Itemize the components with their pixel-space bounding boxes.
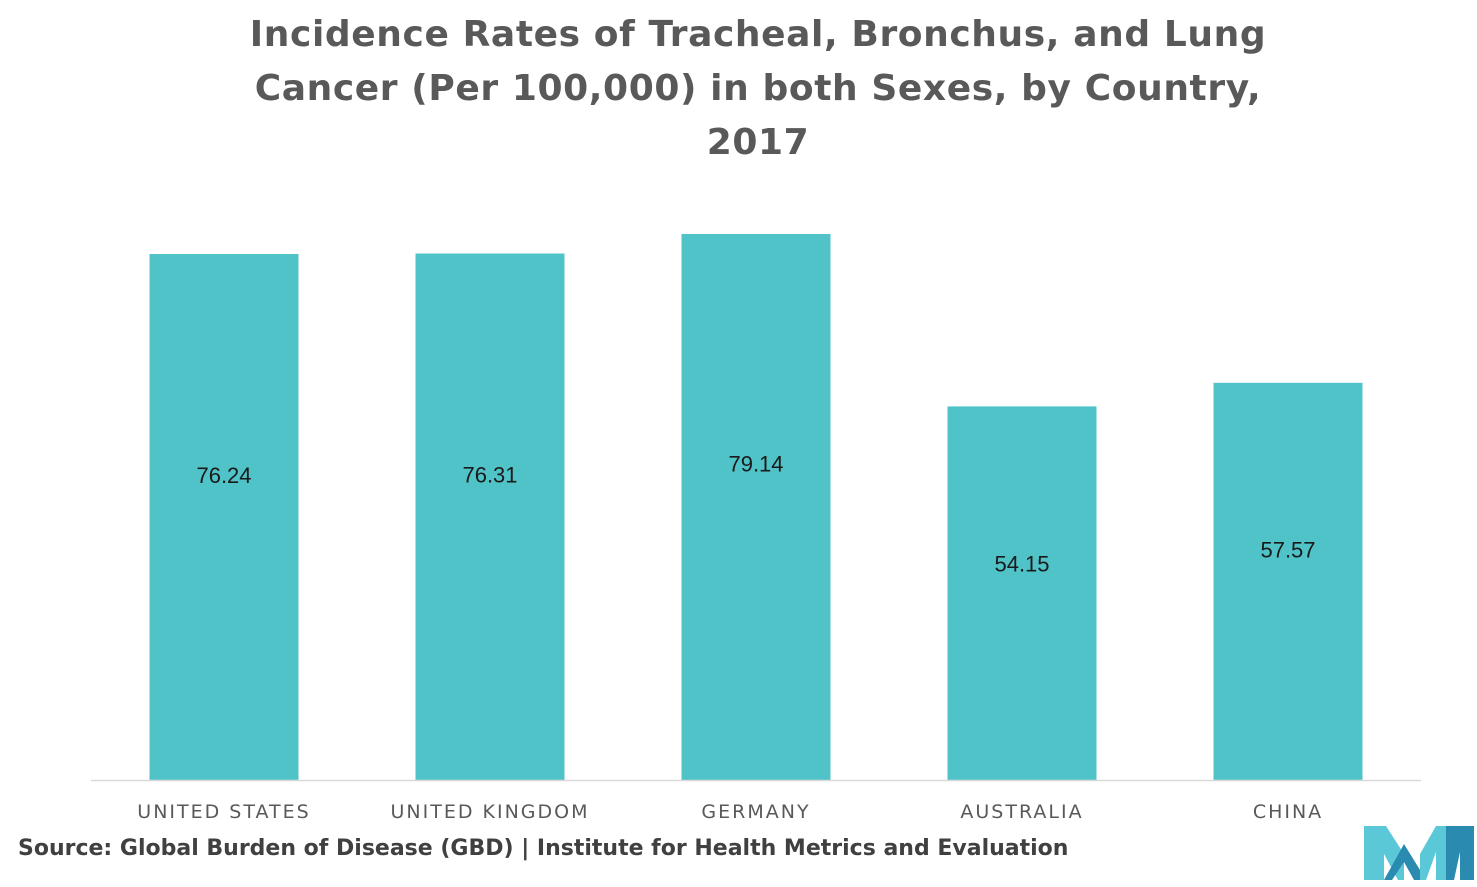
bar-australia: [947, 406, 1097, 780]
x-tick-label: GERMANY: [701, 801, 810, 823]
brand-logo-shape-3: [1420, 826, 1446, 880]
brand-logo-shape-1: [1364, 826, 1404, 880]
bars-layer: [149, 234, 1363, 781]
data-label: 57.57: [1260, 538, 1315, 563]
bar-united-kingdom: [415, 253, 565, 780]
data-label: 76.31: [462, 463, 517, 488]
brand-logo-shape-2: [1384, 844, 1420, 880]
source-note: Source: Global Burden of Disease (GBD) |…: [18, 836, 1069, 861]
data-labels: 76.24 76.31 79.14 54.15 57.57: [196, 451, 1315, 576]
bar-china: [1213, 382, 1363, 780]
x-tick-label: AUSTRALIA: [960, 801, 1083, 823]
chart-title: Incidence Rates of Tracheal, Bronchus, a…: [249, 14, 1267, 163]
brand-logo-shape-4: [1446, 826, 1474, 880]
x-tick-label: UNITED STATES: [137, 801, 310, 823]
bar-germany: [681, 234, 831, 780]
data-label: 79.14: [728, 451, 783, 476]
data-label: 76.24: [196, 463, 251, 488]
bar-united-states: [149, 254, 299, 781]
x-tick-labels: UNITED STATES UNITED KINGDOM GERMANY AUSTRA…: [137, 801, 1323, 823]
data-label: 54.15: [994, 551, 1049, 576]
x-tick-label: CHINA: [1253, 801, 1323, 823]
brand-logo-icon: [1364, 826, 1474, 880]
x-tick-label: UNITED KINGDOM: [391, 801, 590, 823]
